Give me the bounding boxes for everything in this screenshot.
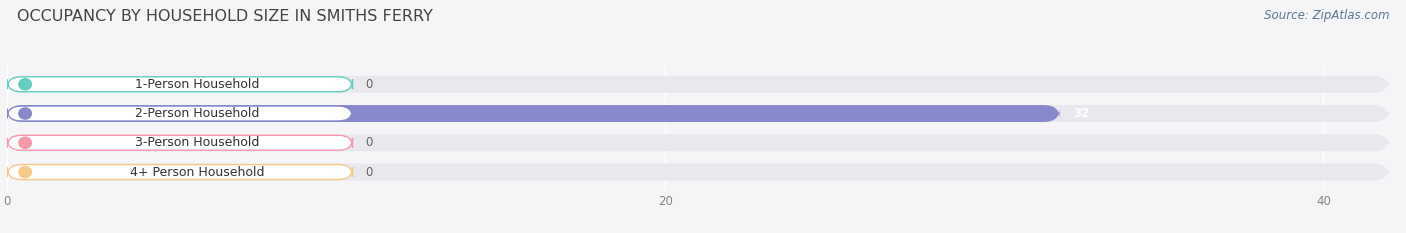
FancyBboxPatch shape: [7, 106, 353, 121]
FancyBboxPatch shape: [7, 135, 353, 150]
Circle shape: [18, 166, 31, 178]
Circle shape: [18, 108, 31, 119]
Text: 0: 0: [366, 136, 373, 149]
Text: 4+ Person Household: 4+ Person Household: [129, 165, 264, 178]
FancyBboxPatch shape: [7, 77, 353, 92]
FancyBboxPatch shape: [7, 105, 1060, 122]
FancyBboxPatch shape: [7, 164, 353, 179]
Text: 2-Person Household: 2-Person Household: [135, 107, 259, 120]
Text: 0: 0: [366, 165, 373, 178]
Circle shape: [18, 137, 31, 148]
FancyBboxPatch shape: [7, 76, 1389, 93]
FancyBboxPatch shape: [7, 105, 1389, 122]
Text: 0: 0: [366, 78, 373, 91]
FancyBboxPatch shape: [7, 164, 1389, 181]
FancyBboxPatch shape: [7, 134, 1389, 151]
Circle shape: [18, 79, 31, 90]
Text: 1-Person Household: 1-Person Household: [135, 78, 259, 91]
Text: 32: 32: [1073, 107, 1090, 120]
Text: Source: ZipAtlas.com: Source: ZipAtlas.com: [1264, 9, 1389, 22]
Text: OCCUPANCY BY HOUSEHOLD SIZE IN SMITHS FERRY: OCCUPANCY BY HOUSEHOLD SIZE IN SMITHS FE…: [17, 9, 433, 24]
Text: 3-Person Household: 3-Person Household: [135, 136, 259, 149]
